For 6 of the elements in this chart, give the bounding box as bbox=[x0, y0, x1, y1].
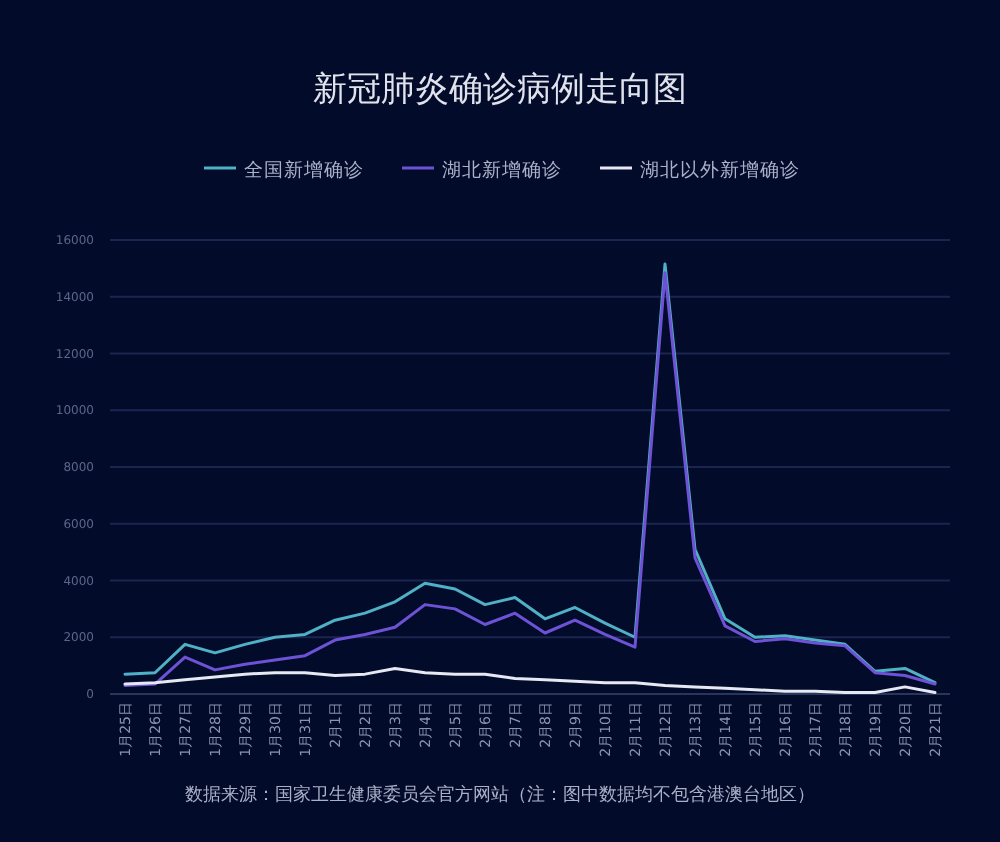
line-series bbox=[123, 666, 937, 695]
legend-label: 全国新增确诊 bbox=[244, 158, 364, 182]
source-note: 数据来源：国家卫生健康委员会官方网站（注：图中数据均不包含港澳台地区） bbox=[185, 784, 815, 806]
legend-label: 湖北新增确诊 bbox=[442, 158, 562, 182]
legend-label: 湖北以外新增确诊 bbox=[640, 158, 800, 182]
chart-title: 新冠肺炎确诊病例走向图 bbox=[313, 70, 687, 110]
